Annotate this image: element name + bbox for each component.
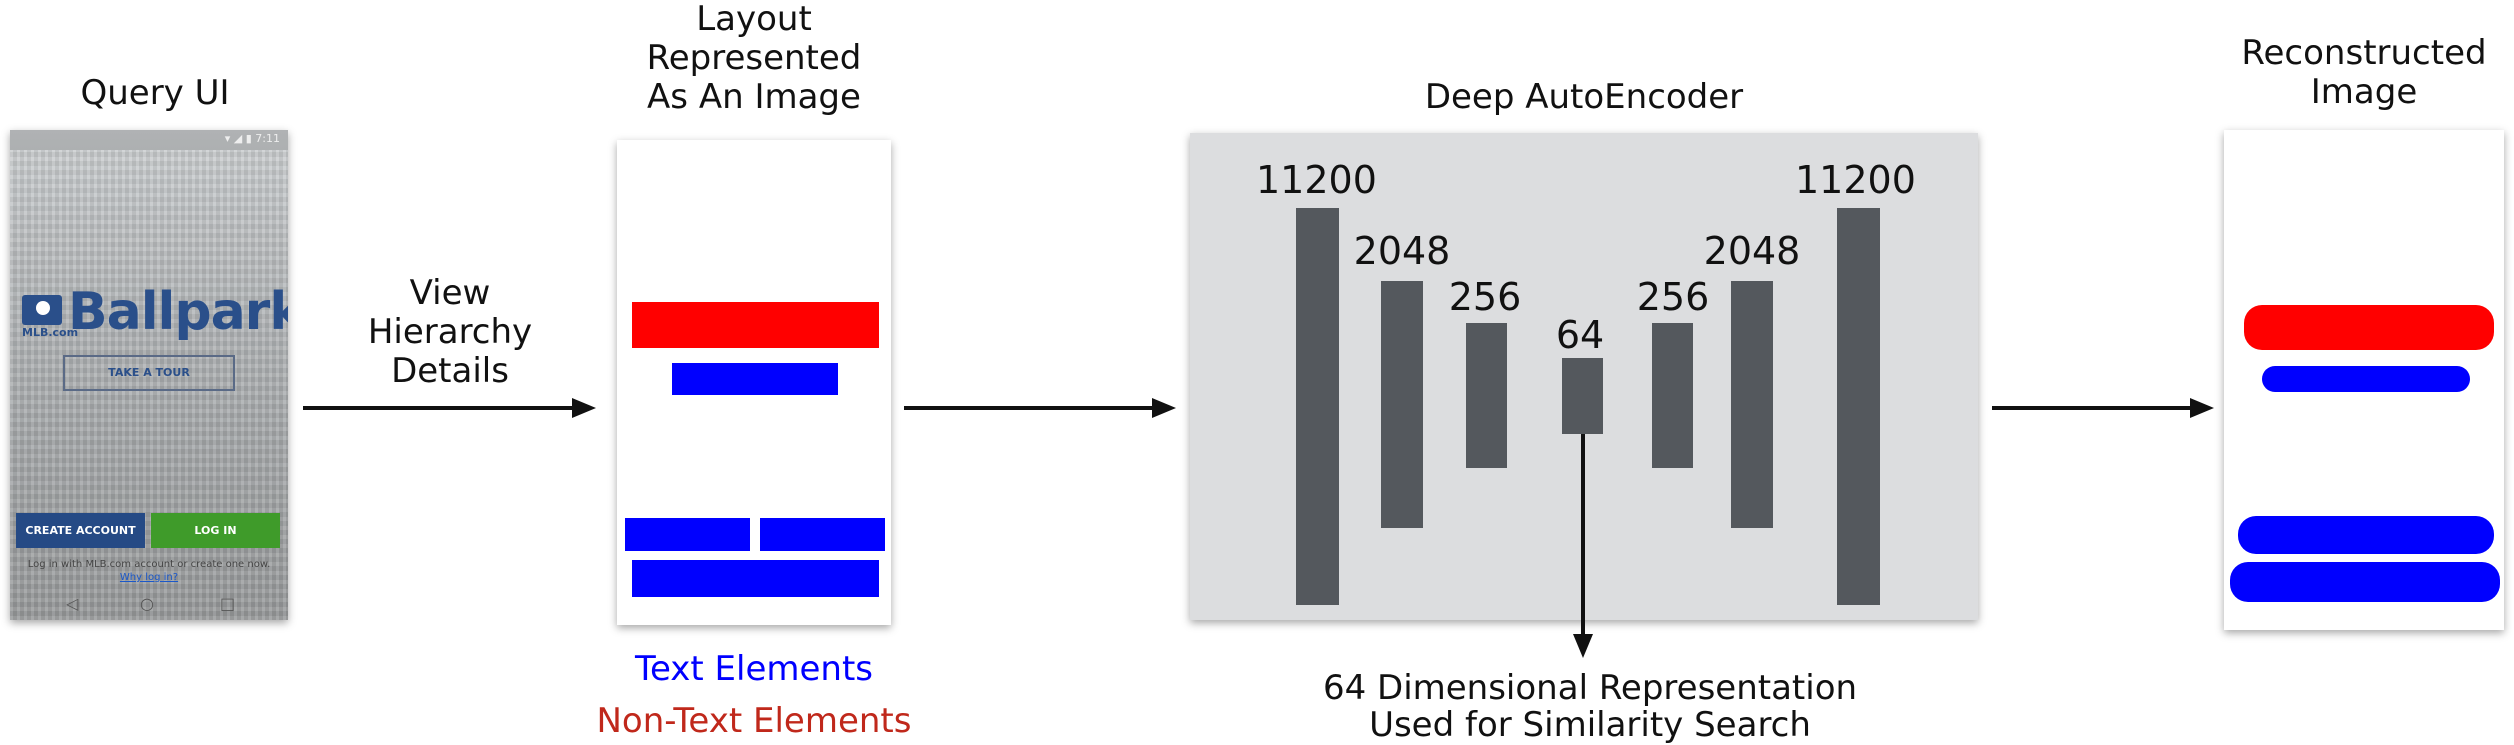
recon-title-line1: Reconstructed (2241, 33, 2487, 73)
status-icons: ▾ ◢ ▮ 7:11 (224, 132, 280, 145)
log-in-button[interactable]: LOG IN (151, 513, 280, 548)
layer-size-label: 256 (1448, 275, 1522, 319)
layer-size-label: 11200 (1256, 158, 1377, 202)
query-ui-screenshot: ▾ ◢ ▮ 7:11 MLB.com Ballpark TAKE A TOUR … (10, 130, 288, 620)
layer-bar-decoder-3 (1837, 208, 1880, 605)
reconstructed-title: Reconstructed Image (2164, 34, 2514, 112)
reconstructed-text-blob (2230, 562, 2500, 602)
create-account-button[interactable]: CREATE ACCOUNT (16, 513, 145, 548)
non-text-element-block (632, 302, 879, 348)
layer-bar-encoder-3 (1466, 323, 1507, 468)
layer-bar-encoder-2 (1381, 281, 1423, 528)
reconstructed-non-text-blob (2244, 305, 2494, 350)
layer-size-label: 64 (1555, 313, 1605, 357)
text-element-block (760, 518, 885, 551)
deep-autoencoder-label: Deep AutoEncoder (1424, 77, 1744, 117)
back-icon[interactable]: ◁ (66, 594, 79, 613)
layer-bar-decoder-1 (1652, 323, 1693, 468)
query-ui-label: Query UI (80, 73, 230, 113)
take-a-tour-button[interactable]: TAKE A TOUR (63, 355, 235, 391)
layout-image (617, 140, 891, 625)
layout-title-line3: As An Image (647, 77, 861, 117)
layout-title: Layout Represented As An Image (574, 0, 934, 117)
layout-title-line2: Represented (646, 38, 862, 78)
output-line2: Used for Similarity Search (1369, 705, 1811, 745)
reconstructed-text-blob (2238, 516, 2494, 554)
mlb-logo-icon (22, 295, 62, 325)
arrow-layout-to-autoencoder (904, 398, 1176, 418)
arrow-bottleneck-to-embedding (1573, 434, 1593, 658)
reconstructed-image (2224, 130, 2504, 630)
recon-title-line2: Image (2310, 72, 2418, 112)
login-footnote: Log in with MLB.com account or create on… (20, 558, 278, 584)
arrow-query-to-layout (303, 398, 596, 418)
footnote-text: Log in with MLB.com account or create on… (27, 559, 271, 570)
text-element-block (672, 363, 838, 395)
legend-non-text-elements: Non-Text Elements (596, 701, 912, 741)
layer-size-label: 11200 (1795, 158, 1916, 202)
layer-size-label: 2048 (1353, 229, 1451, 273)
reconstructed-text-blob (2262, 366, 2470, 392)
android-nav-bar: ◁ ○ □ (10, 588, 288, 620)
legend-text-elements: Text Elements (634, 649, 874, 689)
text-element-block (632, 560, 879, 597)
autoencoder-panel: 11200 2048 256 64 256 2048 11200 (1190, 133, 1978, 620)
layout-title-line1: Layout (696, 0, 812, 39)
why-log-in-link[interactable]: Why log in? (119, 572, 179, 583)
arrow-autoencoder-to-reconstructed (1992, 398, 2214, 418)
ballpark-logo-text: Ballpark (68, 282, 288, 342)
layer-size-label: 2048 (1703, 229, 1801, 273)
layer-bar-bottleneck (1562, 358, 1603, 434)
layer-bar-encoder-1 (1296, 208, 1339, 605)
text-element-block (625, 518, 750, 551)
recent-apps-icon[interactable]: □ (220, 594, 236, 613)
layer-size-label: 256 (1636, 275, 1710, 319)
output-line1: 64 Dimensional Representation (1322, 668, 1858, 708)
mlb-com-label: MLB.com (22, 326, 79, 339)
layer-bar-decoder-2 (1731, 281, 1773, 528)
status-bar: ▾ ◢ ▮ 7:11 (10, 130, 288, 150)
view-label-line3: Details (391, 351, 509, 391)
home-icon[interactable]: ○ (140, 594, 154, 613)
view-label-line1: View (409, 273, 491, 313)
embedding-output-label: 64 Dimensional Representation Used for S… (1280, 670, 1900, 744)
view-hierarchy-label: View Hierarchy Details (340, 274, 560, 391)
view-label-line2: Hierarchy (367, 312, 533, 352)
